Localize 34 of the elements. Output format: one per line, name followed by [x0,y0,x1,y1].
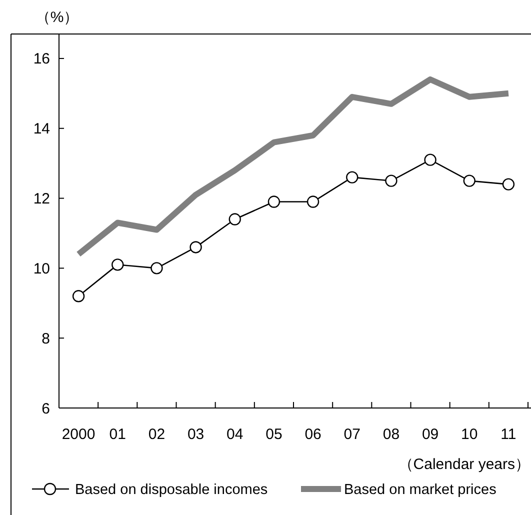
x-axis-title: （Calendar years） [398,456,530,473]
y-tick-label: 16 [33,50,50,68]
point [268,196,280,208]
x-tick-label: 01 [109,426,126,443]
x-tick-label: 03 [187,426,204,443]
x-tick-label: 04 [226,426,244,443]
y-tick-label: 10 [33,260,50,278]
x-tick-label: 08 [382,426,400,443]
point [150,262,163,274]
point [228,213,241,226]
point [190,241,202,254]
x-tick-label: 2000 [62,426,96,443]
x-tick-label: 10 [461,426,478,443]
point [385,174,398,187]
x-tick-label: 11 [500,426,516,443]
y-tick-label: 8 [42,330,50,348]
point [463,174,476,187]
x-tick-label: 02 [148,426,166,443]
x-tick-label: 06 [304,426,322,443]
point [72,290,85,302]
point [306,196,320,208]
point [502,178,515,190]
legend-label: Based on market prices [344,482,496,498]
x-tick-label: 07 [344,426,360,443]
x-tick-label: 05 [266,426,282,443]
x-tick-label: 09 [422,426,439,443]
y-axis-title: （%） [35,9,79,26]
point [424,154,436,166]
point [112,258,124,271]
point [346,171,358,184]
y-tick-label: 6 [42,400,50,418]
y-tick-label: 14 [33,120,50,138]
legend-label: Based on disposable incomes [75,482,268,498]
y-tick-label: 12 [33,190,50,208]
